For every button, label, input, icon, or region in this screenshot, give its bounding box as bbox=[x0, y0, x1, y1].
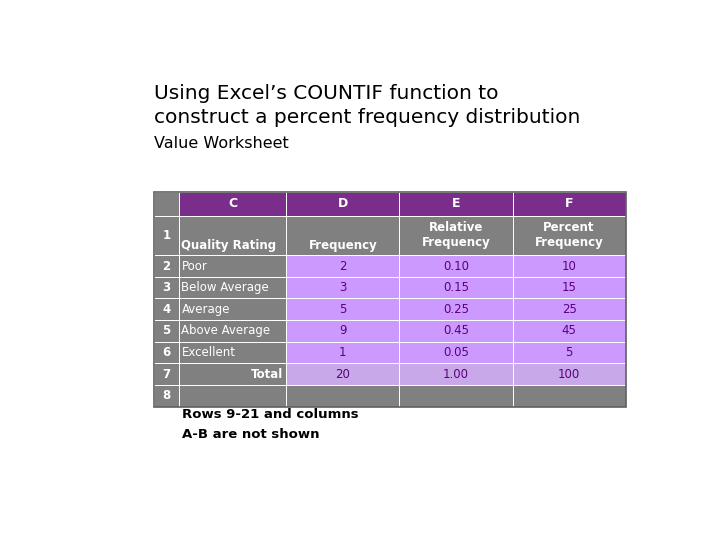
Bar bbox=[286, 216, 400, 255]
Bar bbox=[179, 342, 286, 363]
Text: Percent
Frequency: Percent Frequency bbox=[535, 221, 603, 249]
Bar bbox=[286, 342, 400, 363]
Bar bbox=[513, 363, 626, 385]
Text: 0.45: 0.45 bbox=[443, 325, 469, 338]
Text: construct a percent frequency distribution: construct a percent frequency distributi… bbox=[154, 109, 580, 127]
Text: A-B are not shown: A-B are not shown bbox=[182, 428, 320, 441]
Text: Using Excel’s COUNTIF function to: Using Excel’s COUNTIF function to bbox=[154, 84, 499, 103]
Text: 5: 5 bbox=[565, 346, 573, 359]
Bar bbox=[513, 192, 626, 216]
Text: 20: 20 bbox=[336, 368, 350, 381]
Bar bbox=[513, 299, 626, 320]
Bar bbox=[400, 216, 513, 255]
Bar bbox=[513, 216, 626, 255]
Bar bbox=[154, 342, 179, 363]
Bar bbox=[400, 299, 513, 320]
Text: Frequency: Frequency bbox=[308, 239, 377, 252]
Text: Below Average: Below Average bbox=[181, 281, 269, 294]
Bar bbox=[400, 192, 513, 216]
Bar bbox=[154, 299, 179, 320]
Text: 5: 5 bbox=[162, 325, 171, 338]
Text: 0.15: 0.15 bbox=[443, 281, 469, 294]
Text: 7: 7 bbox=[163, 368, 171, 381]
Text: 6: 6 bbox=[162, 346, 171, 359]
Text: 9: 9 bbox=[339, 325, 346, 338]
Text: Above Average: Above Average bbox=[181, 325, 271, 338]
Bar bbox=[154, 192, 179, 216]
Text: 3: 3 bbox=[163, 281, 171, 294]
Text: 4: 4 bbox=[162, 303, 171, 316]
Text: 0.10: 0.10 bbox=[443, 260, 469, 273]
Text: 15: 15 bbox=[562, 281, 577, 294]
Text: 1.00: 1.00 bbox=[443, 368, 469, 381]
Text: 0.05: 0.05 bbox=[443, 346, 469, 359]
Bar bbox=[513, 320, 626, 342]
Bar bbox=[179, 216, 286, 255]
Bar bbox=[286, 299, 400, 320]
Bar bbox=[179, 277, 286, 299]
Text: 0.25: 0.25 bbox=[443, 303, 469, 316]
Bar bbox=[179, 255, 286, 277]
Text: 45: 45 bbox=[562, 325, 577, 338]
Bar bbox=[179, 320, 286, 342]
Bar bbox=[286, 385, 400, 407]
Bar bbox=[400, 385, 513, 407]
Text: 25: 25 bbox=[562, 303, 577, 316]
Bar bbox=[154, 255, 179, 277]
Text: 5: 5 bbox=[339, 303, 346, 316]
Text: 8: 8 bbox=[162, 389, 171, 402]
Text: Poor: Poor bbox=[181, 260, 207, 273]
Text: 100: 100 bbox=[558, 368, 580, 381]
Bar bbox=[286, 363, 400, 385]
Bar bbox=[154, 277, 179, 299]
Text: Excellent: Excellent bbox=[181, 346, 235, 359]
Bar bbox=[400, 363, 513, 385]
Bar bbox=[154, 363, 179, 385]
Text: 1: 1 bbox=[339, 346, 346, 359]
Bar bbox=[154, 192, 626, 407]
Bar bbox=[154, 216, 179, 255]
Bar bbox=[286, 255, 400, 277]
Bar bbox=[513, 385, 626, 407]
Bar bbox=[513, 255, 626, 277]
Bar bbox=[286, 192, 400, 216]
Bar bbox=[179, 299, 286, 320]
Text: Rows 9-21 and columns: Rows 9-21 and columns bbox=[182, 408, 359, 421]
Text: D: D bbox=[338, 197, 348, 210]
Text: F: F bbox=[565, 197, 573, 210]
Text: 2: 2 bbox=[163, 260, 171, 273]
Bar bbox=[179, 363, 286, 385]
Text: 1: 1 bbox=[163, 229, 171, 242]
Text: Quality Rating: Quality Rating bbox=[181, 239, 276, 252]
Text: E: E bbox=[451, 197, 460, 210]
Bar bbox=[286, 320, 400, 342]
Bar bbox=[154, 320, 179, 342]
Bar bbox=[400, 342, 513, 363]
Text: 10: 10 bbox=[562, 260, 577, 273]
Text: Value Worksheet: Value Worksheet bbox=[154, 136, 289, 151]
Text: Average: Average bbox=[181, 303, 230, 316]
Bar bbox=[400, 255, 513, 277]
Text: Total: Total bbox=[251, 368, 283, 381]
Bar bbox=[179, 385, 286, 407]
Bar bbox=[400, 320, 513, 342]
Bar bbox=[154, 385, 179, 407]
Bar bbox=[513, 277, 626, 299]
Bar bbox=[179, 192, 286, 216]
Bar bbox=[400, 277, 513, 299]
Bar bbox=[513, 342, 626, 363]
Text: C: C bbox=[228, 197, 237, 210]
Text: Relative
Frequency: Relative Frequency bbox=[422, 221, 490, 249]
Text: 2: 2 bbox=[339, 260, 346, 273]
Bar bbox=[286, 277, 400, 299]
Text: 3: 3 bbox=[339, 281, 346, 294]
